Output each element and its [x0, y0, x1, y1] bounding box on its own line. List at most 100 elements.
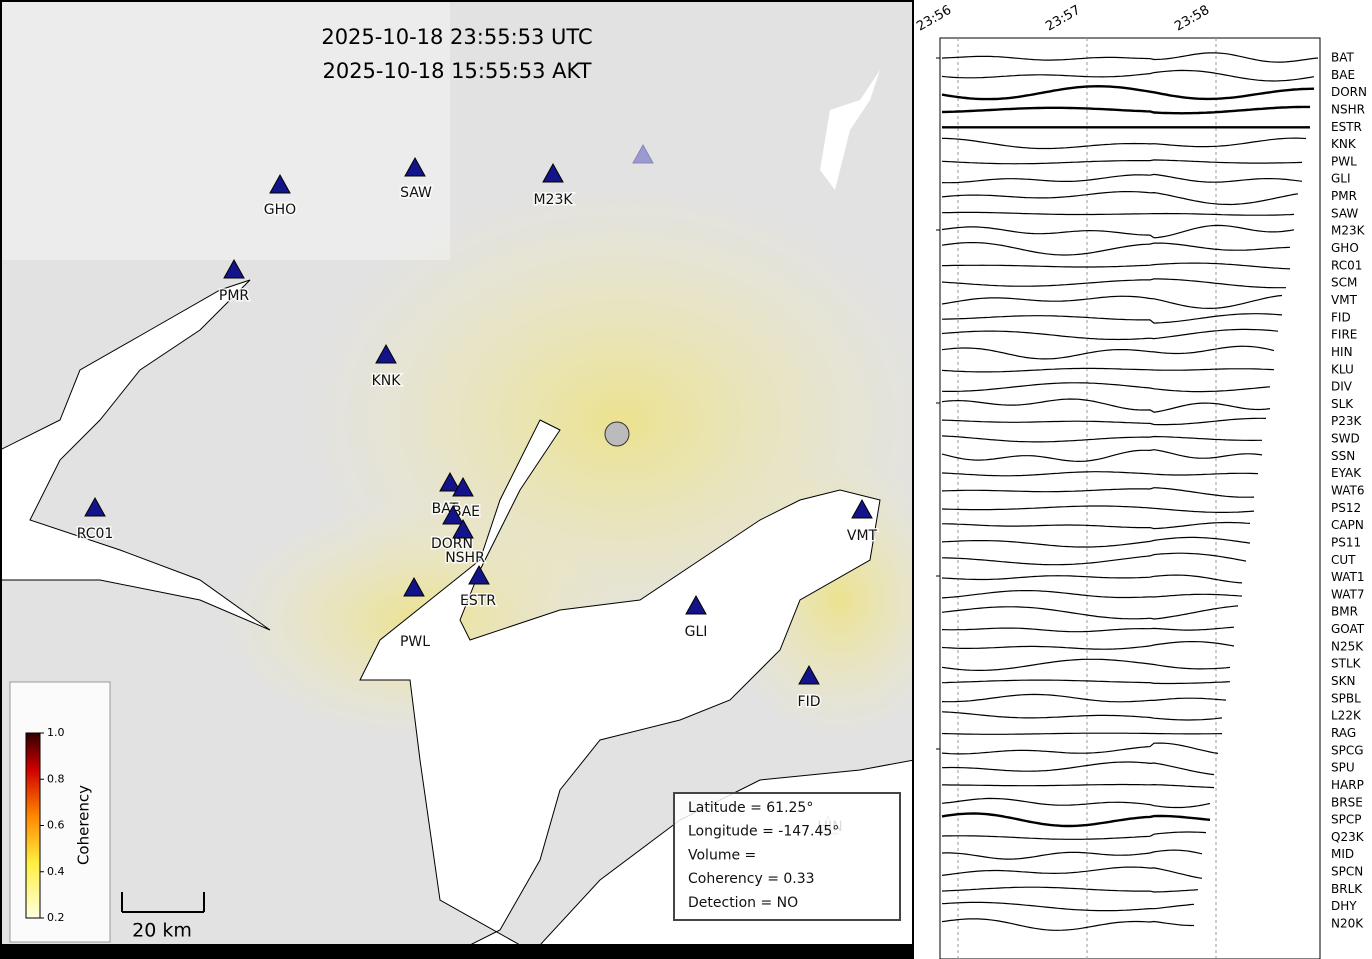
scale-bar — [121, 892, 205, 913]
info-line: Latitude = 61.25° — [688, 800, 813, 816]
station-marker — [685, 594, 707, 615]
info-lines: Latitude = 61.25° Longitude = -147.45° Vol… — [688, 800, 839, 911]
trace — [941, 211, 1295, 216]
trace — [941, 345, 1275, 360]
trace-label: GLI — [1331, 172, 1351, 186]
trace — [941, 831, 1207, 840]
trace-label: DHY — [1331, 899, 1357, 913]
trace — [941, 242, 1291, 256]
colorbar-tick-label: 0.2 — [47, 911, 65, 924]
station-label: VMT — [847, 528, 878, 544]
trace-label: BRLK — [1331, 882, 1363, 896]
terrain-light — [2, 2, 450, 260]
station-label: GHO — [264, 202, 296, 218]
trace — [941, 435, 1262, 443]
trace-label: SCM — [1331, 276, 1357, 290]
station-label: M23K — [533, 192, 573, 208]
station-marker — [403, 576, 425, 597]
trace-label: SKN — [1331, 674, 1355, 688]
trace-label: BAE — [1331, 68, 1355, 82]
station-label: ESTR — [460, 593, 496, 609]
trace — [941, 105, 1310, 115]
station-label: PWL — [400, 634, 430, 650]
trace — [941, 797, 1211, 809]
trace-label: SPU — [1331, 761, 1355, 775]
colorbar-tick-label: 0.8 — [47, 772, 65, 785]
trace — [941, 641, 1235, 650]
station-marker — [404, 156, 426, 177]
station-marker — [798, 664, 820, 685]
station-marker — [542, 162, 564, 183]
colorbar-ticks: 0.2 0.4 0.6 0.8 1.0 — [40, 726, 65, 924]
trace-label: SSN — [1331, 449, 1355, 463]
station-label: FID — [798, 694, 821, 710]
trace — [941, 711, 1223, 721]
station-label: PMR — [219, 288, 250, 304]
trace — [941, 328, 1279, 341]
trace-label: SLK — [1331, 397, 1354, 411]
event-location — [604, 421, 630, 447]
trace — [941, 658, 1231, 671]
trace — [941, 417, 1267, 426]
station-marker — [632, 143, 654, 164]
bottom-bar — [0, 945, 914, 959]
trace-label: RC01 — [1331, 258, 1362, 272]
trace-label: HARP — [1331, 778, 1364, 792]
trace-label: KNK — [1331, 137, 1357, 151]
trace — [941, 471, 1259, 477]
trace-label: WAT6 — [1331, 484, 1364, 498]
scale-label: 20 km — [132, 920, 192, 942]
trace — [942, 262, 1291, 270]
trace — [941, 812, 1211, 828]
trace-label: PWL — [1331, 154, 1357, 168]
info-line: Detection = NO — [688, 895, 798, 911]
station-label: DORN — [431, 536, 473, 552]
colorbar-tick-label: 0.6 — [47, 819, 65, 832]
cook-inlet — [2, 279, 271, 631]
station-marker — [468, 564, 490, 585]
trace-label: WAT7 — [1331, 587, 1364, 601]
station-marker — [439, 471, 461, 492]
station-marker — [269, 173, 291, 194]
trace — [941, 536, 1251, 548]
station-marker — [452, 476, 474, 497]
trace-label: PS12 — [1331, 501, 1361, 515]
trace — [941, 278, 1286, 289]
trace — [941, 487, 1255, 498]
trace — [941, 552, 1247, 566]
trace — [941, 679, 1231, 685]
trace — [941, 52, 1319, 63]
trace-label: P23K — [1331, 414, 1363, 428]
trace-label: Q23K — [1331, 830, 1365, 844]
trace — [941, 449, 1263, 463]
station-marker — [452, 518, 474, 539]
colorbar-tick-label: 1.0 — [47, 726, 65, 739]
trace — [941, 313, 1283, 324]
station-label: KNK — [372, 373, 402, 389]
time-tick-label: 23:58 — [1172, 3, 1212, 35]
trace-label: BAT — [1331, 51, 1355, 65]
trace-label: PMR — [1331, 189, 1357, 203]
station-label: RC01 — [77, 526, 114, 542]
trace — [941, 732, 1223, 735]
trace-label: SPCN — [1331, 865, 1363, 879]
akt-time: 2025-10-18 15:55:53 AKT — [322, 59, 591, 83]
time-tick-label: 23:56 — [914, 3, 954, 35]
station-marker — [851, 498, 873, 519]
trace — [941, 574, 1243, 584]
trace — [941, 294, 1283, 310]
trace — [942, 783, 1215, 789]
trace-label: VMT — [1331, 293, 1358, 307]
trace-label: MID — [1331, 847, 1354, 861]
trace — [941, 918, 1194, 931]
trace — [941, 605, 1239, 620]
time-tick-label: 23:57 — [1043, 3, 1083, 35]
trace-label: STLK — [1331, 657, 1362, 671]
trace-label: FID — [1331, 310, 1351, 324]
trace-label: GOAT — [1331, 622, 1365, 636]
trace — [941, 505, 1255, 513]
trace — [941, 398, 1271, 413]
trace — [941, 367, 1275, 373]
